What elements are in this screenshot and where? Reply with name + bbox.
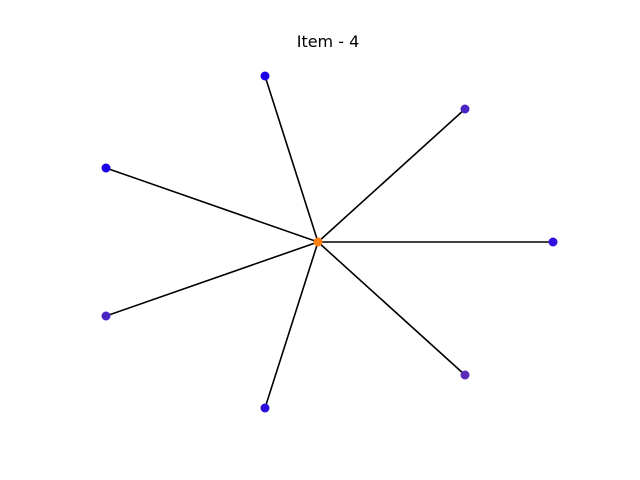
node-top-right (460, 104, 470, 114)
edge-node-top (264, 75, 319, 243)
node-upper-left (101, 163, 111, 173)
edge-node-upper-left (105, 167, 319, 243)
edge-node-top-right (317, 108, 466, 243)
node-center (313, 237, 323, 247)
diagram-title: Item - 4 (296, 32, 360, 51)
edge-node-lower-left (105, 241, 319, 317)
edges (105, 75, 553, 409)
node-bottom (260, 403, 270, 413)
node-right (548, 237, 558, 247)
node-top (260, 71, 270, 81)
node-lower-left (101, 311, 111, 321)
node-bottom-right (460, 370, 470, 380)
edge-node-bottom (264, 241, 319, 409)
nodes (101, 71, 558, 413)
edge-node-bottom-right (317, 241, 466, 376)
